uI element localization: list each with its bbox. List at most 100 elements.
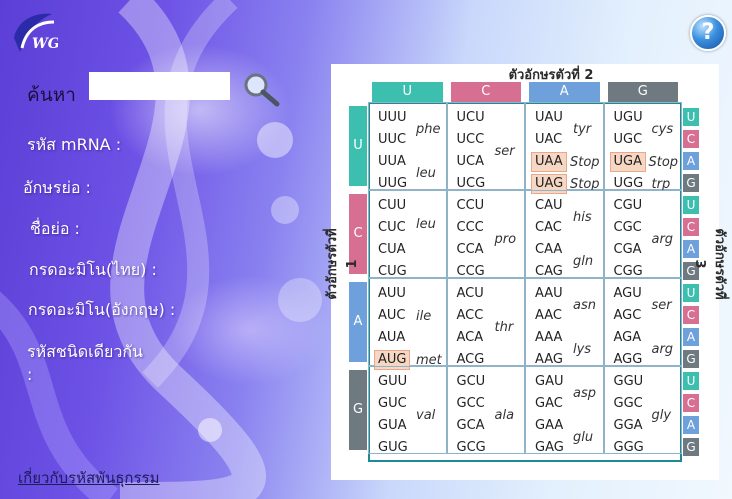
amino-acid-label: Stop (648, 155, 679, 170)
codon[interactable]: AGU (613, 286, 642, 301)
mrna-code-label: รหัส mRNA : (27, 135, 122, 154)
codon[interactable]: UUG (378, 176, 408, 191)
codon[interactable]: CCC (456, 220, 484, 235)
first-letter-C: C (349, 194, 367, 274)
codon[interactable]: AAU (535, 286, 563, 301)
codon[interactable]: UCG (456, 176, 486, 191)
codon[interactable]: AUU (378, 286, 406, 301)
codon[interactable]: GGG (613, 440, 644, 455)
codon[interactable]: GUA (378, 418, 407, 433)
svg-text:WG: WG (32, 36, 58, 52)
synonymous-codons-colon: : (27, 365, 33, 384)
codon-cell-CG (603, 190, 682, 278)
amino-acid-label: arg (651, 342, 674, 357)
codon[interactable]: GGC (613, 396, 643, 411)
codon[interactable]: AGC (613, 308, 642, 323)
codon-cell-AC (446, 278, 525, 366)
codon[interactable]: AUC (378, 308, 406, 323)
codon[interactable]: UUC (378, 132, 407, 147)
codon[interactable]: UUA (378, 154, 406, 169)
codon[interactable]: AAC (535, 308, 562, 323)
codon[interactable]: CUC (378, 220, 406, 235)
codon[interactable]: ACC (456, 308, 484, 323)
codon[interactable]: GUG (378, 440, 408, 455)
amino-acid-label: ser (494, 144, 515, 159)
third-letter-U: U (683, 108, 699, 126)
about-genetic-code-link[interactable]: เกี่ยวกับรหัสพันธุกรรม (18, 469, 160, 487)
dwg-logo: WG (14, 13, 58, 52)
help-button[interactable]: ? (690, 15, 726, 51)
codon[interactable]: UCU (456, 110, 485, 125)
codon[interactable]: UCC (456, 132, 485, 147)
codon[interactable]: AGG (613, 352, 643, 367)
synonymous-codons-label: รหัสชนิดเดียวกัน (27, 342, 143, 361)
codon[interactable]: AGA (613, 330, 642, 345)
codon[interactable]: GGA (613, 418, 643, 433)
codon[interactable]: UAG (531, 174, 568, 194)
third-letter-G: G (683, 350, 699, 368)
codon[interactable]: GGU (613, 374, 644, 389)
codon[interactable]: ACU (456, 286, 484, 301)
codon[interactable]: CUA (378, 242, 406, 257)
third-letter-A: A (683, 240, 699, 258)
codon[interactable]: ACA (456, 330, 484, 345)
codon[interactable]: AAA (535, 330, 563, 345)
codon[interactable]: GUC (378, 396, 407, 411)
codon[interactable]: CAG (535, 264, 563, 279)
codon[interactable]: UCA (456, 154, 485, 169)
third-letter-G: G (683, 174, 699, 192)
codon[interactable]: AUA (378, 330, 406, 345)
codon[interactable]: GCG (456, 440, 486, 455)
magnifier-icon[interactable] (242, 72, 282, 108)
codon[interactable]: GAA (535, 418, 564, 433)
codon[interactable]: CCG (456, 264, 485, 279)
codon[interactable]: GAU (535, 374, 564, 389)
codon[interactable]: CGG (613, 264, 643, 279)
codon[interactable]: UAA (531, 152, 567, 172)
codon[interactable]: CAU (535, 198, 563, 213)
amino-acid-label: pro (494, 232, 517, 247)
codon[interactable]: GUU (378, 374, 408, 389)
codon[interactable]: UAC (535, 132, 563, 147)
codon[interactable]: ACG (456, 352, 485, 367)
first-letter-title: ตัวอักษรตัวที่ 1 (325, 228, 360, 300)
search-input[interactable] (89, 72, 230, 100)
codon[interactable]: CGC (613, 220, 642, 235)
codon-cell-GA (525, 366, 604, 454)
codon[interactable]: CAC (535, 220, 562, 235)
codon[interactable]: UGG (613, 176, 644, 191)
third-letter-title: ตัวอักษรตัวที่ 3 (692, 228, 727, 300)
codon[interactable]: UGA (609, 152, 646, 172)
codon[interactable]: UUU (378, 110, 407, 125)
codon[interactable]: AAG (535, 352, 563, 367)
codon[interactable]: AUG (374, 350, 411, 370)
codon[interactable]: CUG (378, 264, 407, 279)
codon-cell-AG (603, 278, 682, 366)
codon[interactable]: GCA (456, 418, 485, 433)
codon-cell-GG (603, 366, 682, 454)
codon-cell-CA (525, 190, 604, 278)
codon[interactable]: UGC (613, 132, 643, 147)
codon[interactable]: CAA (535, 242, 563, 257)
codon[interactable]: CGA (613, 242, 642, 257)
first-letter-G: G (349, 370, 367, 450)
codon[interactable]: GAG (535, 440, 564, 455)
second-letter-G: G (607, 82, 678, 102)
codon[interactable]: CCU (456, 198, 485, 213)
amino-acid-label: thr (494, 320, 514, 335)
codon[interactable]: CUU (378, 198, 407, 213)
codon[interactable]: CGU (613, 198, 643, 213)
amino-acid-label: gln (573, 254, 594, 269)
codon[interactable]: GAC (535, 396, 563, 411)
question-icon: ? (701, 20, 715, 45)
third-letter-C: C (683, 130, 699, 148)
codon[interactable]: UGU (613, 110, 643, 125)
amino-acid-label: val (416, 408, 436, 423)
codon[interactable]: GCC (456, 396, 485, 411)
codon[interactable]: GCU (456, 374, 486, 389)
third-letter-A: A (683, 416, 699, 434)
codon[interactable]: UAU (535, 110, 563, 125)
codon[interactable]: CCA (456, 242, 484, 257)
